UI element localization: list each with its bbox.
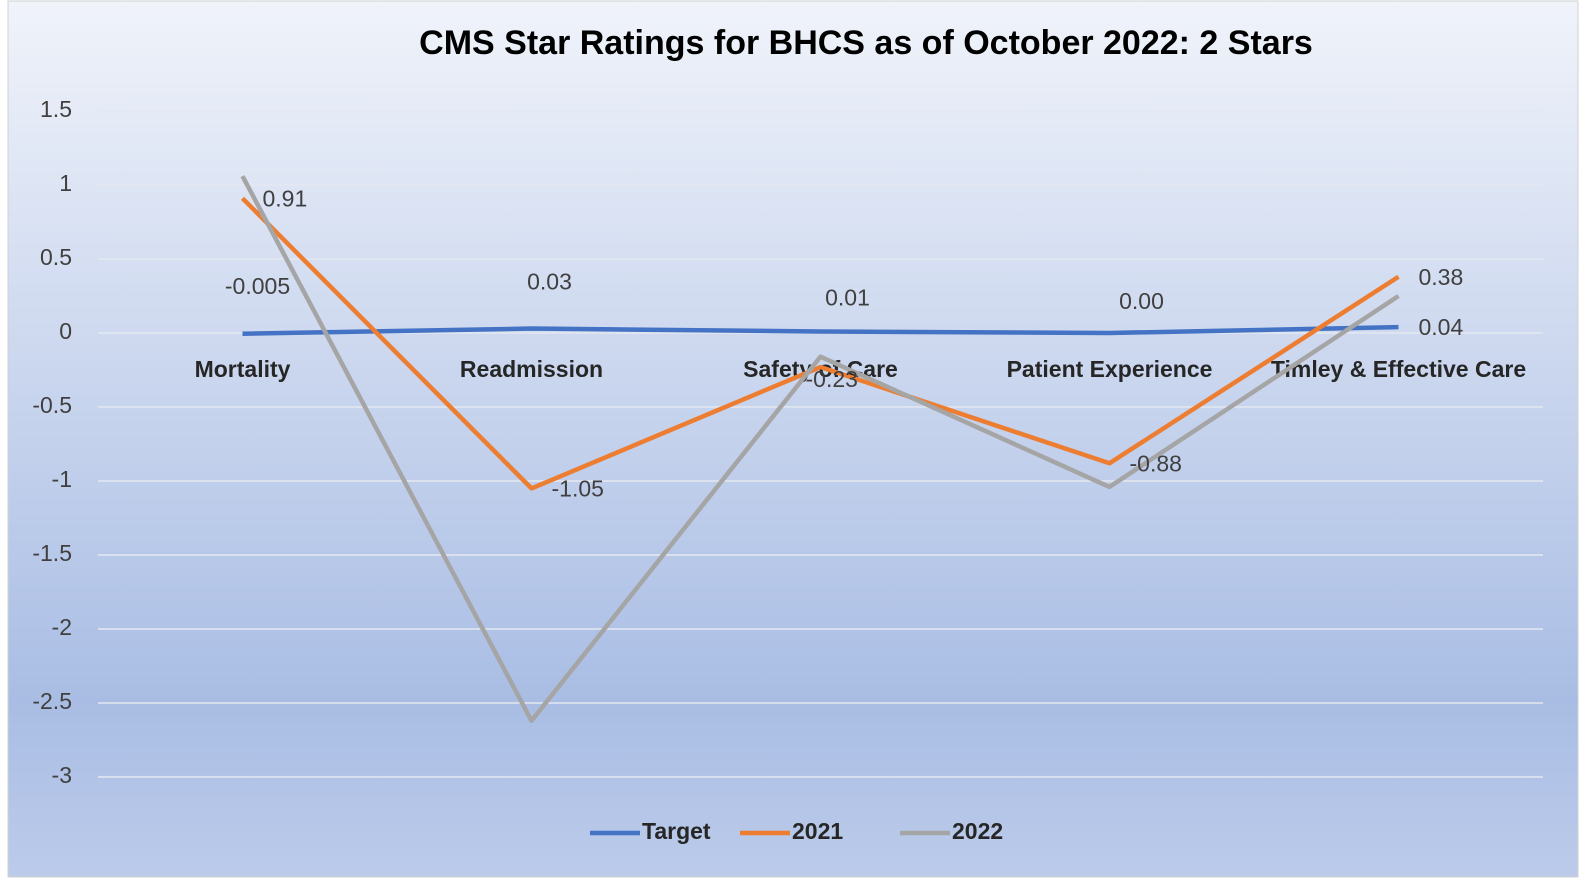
- data-label: -1.05: [552, 475, 604, 501]
- y-tick-label: 0: [59, 318, 72, 344]
- x-tick-label: Mortality: [195, 356, 291, 382]
- data-label: 0.91: [263, 185, 308, 211]
- series-line: [242, 324, 1399, 336]
- data-label: 0.00: [1119, 288, 1164, 314]
- data-label: 0.04: [1419, 314, 1464, 340]
- chart-background: [7, 0, 1579, 878]
- y-tick-label: 0.5: [40, 244, 72, 270]
- y-tick-label: -1.5: [32, 540, 72, 566]
- chart-title: CMS Star Ratings for BHCS as of October …: [419, 24, 1313, 62]
- legend-label: 2021: [792, 818, 843, 844]
- series-line: [240, 175, 1400, 724]
- y-tick-label: 1.5: [40, 96, 72, 122]
- data-label: -0.005: [225, 273, 290, 299]
- series-line: [240, 196, 1400, 491]
- legend-label: Target: [642, 818, 711, 844]
- y-tick-label: -1: [52, 466, 72, 492]
- legend-label: 2022: [952, 818, 1003, 844]
- y-tick-label: -2.5: [32, 688, 72, 714]
- data-label: -0.88: [1130, 450, 1182, 476]
- data-label: 0.38: [1419, 264, 1464, 290]
- data-label: 0.03: [527, 269, 572, 295]
- x-tick-label: Timley & Effective Care: [1271, 356, 1526, 382]
- y-tick-label: -0.5: [32, 392, 72, 418]
- y-tick-label: 1: [59, 170, 72, 196]
- y-tick-label: -3: [52, 762, 72, 788]
- data-label: -0.23: [806, 366, 858, 392]
- data-label: 0.01: [825, 285, 870, 311]
- x-tick-label: Readmission: [460, 356, 603, 382]
- x-tick-label: Patient Experience: [1007, 356, 1213, 382]
- y-tick-label: -2: [52, 614, 72, 640]
